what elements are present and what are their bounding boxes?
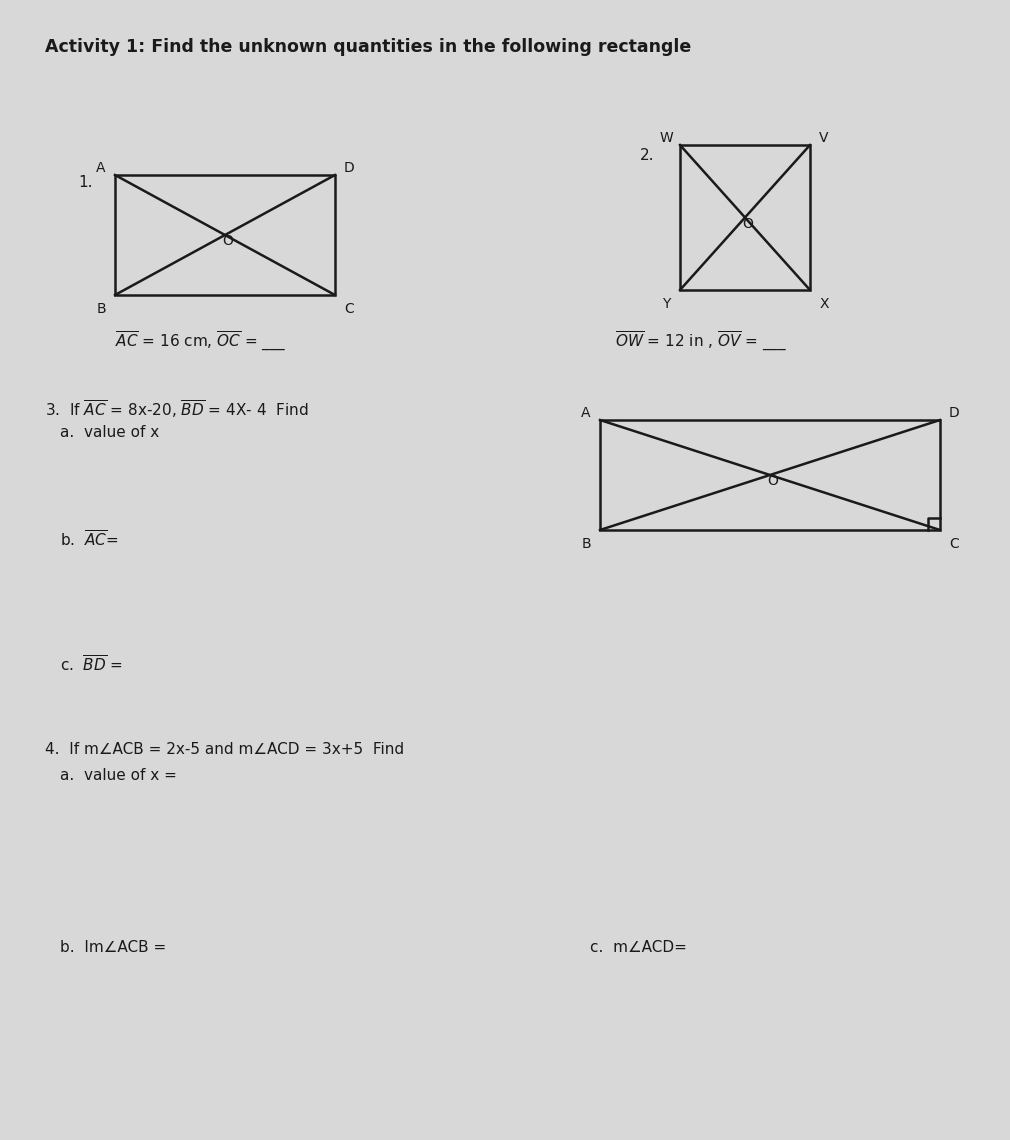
Text: $\overline{OW}$ = 12 in , $\overline{OV}$ = ___: $\overline{OW}$ = 12 in , $\overline{OV}… — [615, 329, 787, 353]
Text: B: B — [581, 537, 591, 551]
Text: b.  $\overline{AC}$=: b. $\overline{AC}$= — [60, 530, 118, 551]
Text: c.  m∠ACD=: c. m∠ACD= — [590, 940, 687, 955]
Text: O: O — [742, 217, 753, 230]
Text: 1.: 1. — [78, 176, 93, 190]
Text: A: A — [96, 161, 106, 176]
Bar — [680, 145, 810, 290]
Text: 2.: 2. — [640, 148, 654, 163]
Text: a.  value of x: a. value of x — [60, 425, 160, 440]
Text: C: C — [949, 537, 958, 551]
Text: O: O — [222, 234, 233, 249]
Bar — [600, 420, 940, 530]
Text: D: D — [948, 406, 960, 420]
Text: c.  $\overline{BD}$ =: c. $\overline{BD}$ = — [60, 656, 123, 675]
Text: 3.  If $\overline{AC}$ = 8x-20, $\overline{BD}$ = 4X- 4  Find: 3. If $\overline{AC}$ = 8x-20, $\overlin… — [45, 398, 308, 420]
Text: Activity 1: Find the unknown quantities in the following rectangle: Activity 1: Find the unknown quantities … — [45, 38, 691, 56]
Text: V: V — [819, 131, 829, 145]
Text: X: X — [819, 298, 829, 311]
Text: O: O — [768, 474, 779, 488]
Bar — [115, 176, 335, 295]
Text: b.  Im∠ACB =: b. Im∠ACB = — [60, 940, 167, 955]
Text: D: D — [343, 161, 355, 176]
Text: C: C — [344, 302, 354, 316]
Text: Y: Y — [662, 298, 671, 311]
Text: W: W — [660, 131, 673, 145]
Text: a.  value of x =: a. value of x = — [60, 768, 177, 783]
Text: B: B — [96, 302, 106, 316]
Text: 4.  If m∠ACB = 2x-5 and m∠ACD = 3x+5  Find: 4. If m∠ACB = 2x-5 and m∠ACD = 3x+5 Find — [45, 742, 404, 757]
Text: $\overline{AC}$ = 16 cm, $\overline{OC}$ = ___: $\overline{AC}$ = 16 cm, $\overline{OC}$… — [115, 329, 287, 353]
Text: A: A — [581, 406, 591, 420]
